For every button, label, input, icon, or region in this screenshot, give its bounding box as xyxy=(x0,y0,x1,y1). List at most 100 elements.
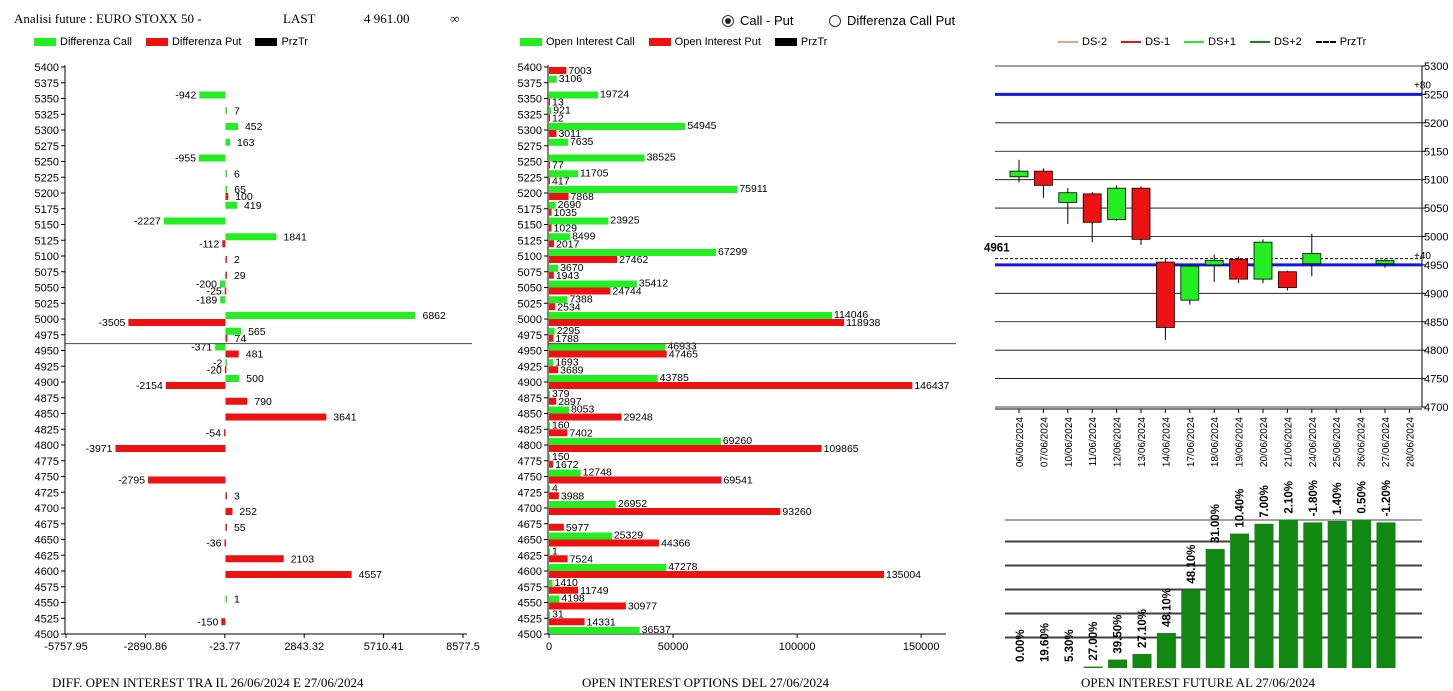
radio-call-put[interactable]: Call - Put xyxy=(722,13,793,28)
put-oi-bar xyxy=(549,555,568,563)
oi-future-bar xyxy=(1278,519,1298,668)
date-label: 26/06/2024 xyxy=(1357,417,1368,467)
candle-body xyxy=(1229,258,1248,280)
oi-future-bar xyxy=(1254,523,1274,668)
y-tick-label: 4800 xyxy=(1424,345,1448,357)
call-oi-bar xyxy=(549,611,550,619)
candle-body xyxy=(1253,241,1273,280)
put-diff-bar xyxy=(223,429,226,437)
strike-label: 5400 xyxy=(35,62,59,74)
call-oi-label: 11705 xyxy=(580,167,609,179)
legend-line xyxy=(1315,41,1336,43)
radio-differenza-call-put[interactable]: Differenza Call Put xyxy=(829,13,955,28)
put-oi-label: 7524 xyxy=(570,553,594,565)
strike-label: 4850 xyxy=(518,409,542,421)
middle-legend: Open Interest Call Open Interest Put Prz… xyxy=(520,36,827,48)
y-tick-label: 4900 xyxy=(1424,288,1448,300)
strike-label: 4575 xyxy=(35,582,59,594)
put-oi-label: 118938 xyxy=(846,317,880,329)
put-oi-label: 14331 xyxy=(587,616,616,628)
strike-label: 5350 xyxy=(518,94,542,106)
strike-label: 4550 xyxy=(35,598,59,610)
put-diff-bar-label: 790 xyxy=(254,396,272,408)
oi-future-bar xyxy=(1132,654,1152,668)
put-oi-bar xyxy=(549,67,567,74)
x-tick-label: 8577.5 xyxy=(446,641,480,653)
call-oi-bar xyxy=(549,170,579,178)
strike-label: 5175 xyxy=(35,204,59,216)
put-oi-bar xyxy=(549,130,557,137)
call-diff-bar-label: -2227 xyxy=(134,216,161,228)
call-oi-label: 1693 xyxy=(555,356,579,368)
strike-label: 4800 xyxy=(35,440,59,452)
strike-label: 5125 xyxy=(35,235,59,247)
call-oi-bar xyxy=(549,186,738,193)
put-oi-label: 77 xyxy=(552,160,564,172)
call-diff-bar-label: -942 xyxy=(175,90,196,102)
call-diff-bar xyxy=(225,107,227,115)
legend-line xyxy=(1058,41,1078,43)
oi-future-bar xyxy=(1205,549,1225,668)
legend-item: DS-1 xyxy=(1121,36,1170,48)
call-oi-bar xyxy=(549,359,554,367)
strike-label: 4625 xyxy=(35,550,59,562)
put-oi-label: 12 xyxy=(552,112,564,124)
oi-future-label: -1.80% xyxy=(1308,480,1320,516)
strike-label: 5075 xyxy=(35,267,59,279)
call-oi-bar xyxy=(549,91,598,99)
put-diff-bar-label: -3505 xyxy=(99,317,126,329)
put-oi-bar xyxy=(549,366,559,374)
strike-label: 5175 xyxy=(518,204,542,216)
strike-label: 5250 xyxy=(518,157,542,169)
put-diff-bar xyxy=(148,476,226,484)
strike-label: 4875 xyxy=(35,393,59,405)
infinity-icon[interactable]: ∞ xyxy=(450,11,460,26)
strike-label: 5125 xyxy=(518,235,542,247)
strike-label: 4825 xyxy=(518,424,542,436)
date-label: 07/06/2024 xyxy=(1039,417,1050,467)
candle-body xyxy=(1204,259,1224,266)
call-diff-bar xyxy=(225,123,238,130)
strike-label: 4850 xyxy=(35,409,59,421)
strike-label: 4950 xyxy=(518,346,542,358)
call-diff-bar xyxy=(225,359,227,367)
put-oi-bar xyxy=(549,445,822,452)
radio-unselected-icon[interactable] xyxy=(829,14,841,27)
put-oi-label: 24744 xyxy=(612,286,641,298)
strike-label: 4525 xyxy=(518,613,542,625)
strike-label: 4700 xyxy=(518,503,542,515)
radio-selected-icon[interactable] xyxy=(722,14,734,27)
put-oi-label: 93260 xyxy=(782,506,811,518)
put-diff-bar xyxy=(225,271,227,279)
call-oi-label: 3670 xyxy=(560,262,584,274)
put-oi-label: 2897 xyxy=(558,396,582,408)
put-oi-label: 417 xyxy=(552,175,570,187)
call-diff-bar-label: 419 xyxy=(244,200,262,212)
strike-label: 5150 xyxy=(35,220,59,232)
x-tick-label: 0 xyxy=(546,641,552,653)
put-oi-bar xyxy=(549,429,568,437)
candle-body xyxy=(1156,261,1175,328)
put-oi-bar xyxy=(549,161,550,169)
call-oi-bar xyxy=(549,280,637,288)
call-diff-bar-label: 452 xyxy=(245,121,263,133)
legend-label: PrzTr xyxy=(281,36,308,48)
date-label: 18/06/2024 xyxy=(1210,417,1221,467)
strike-label: 4500 xyxy=(518,629,542,641)
strike-label: 4925 xyxy=(35,361,59,373)
call-oi-label: 150 xyxy=(552,451,570,463)
legend-line xyxy=(1249,41,1270,43)
strike-label: 5100 xyxy=(518,251,542,263)
call-oi-label: 25329 xyxy=(614,530,643,542)
put-oi-label: 47465 xyxy=(669,349,698,361)
call-diff-bar xyxy=(225,233,277,241)
oi-future-bar xyxy=(1083,666,1103,668)
put-oi-bar xyxy=(549,271,554,279)
candle-body xyxy=(1375,259,1395,265)
strike-label: 4775 xyxy=(35,456,59,468)
put-oi-bar xyxy=(549,224,552,232)
legend-swatch xyxy=(520,38,542,46)
date-label: 27/06/2024 xyxy=(1381,417,1392,467)
legend-item: PrzTr xyxy=(1315,36,1366,48)
strike-label: 5250 xyxy=(35,157,59,169)
